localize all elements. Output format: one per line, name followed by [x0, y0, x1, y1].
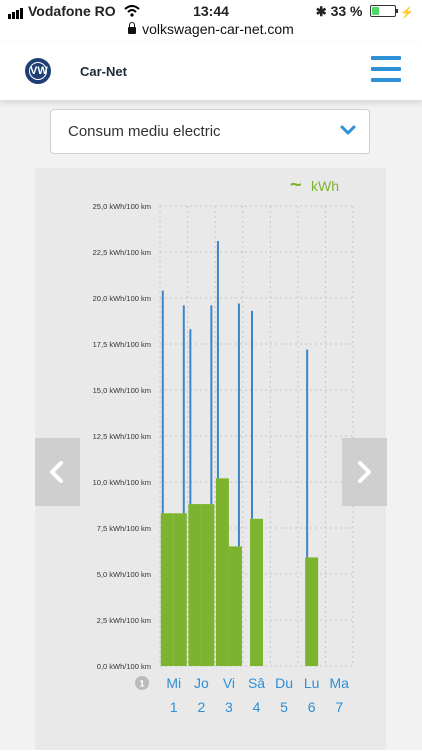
- day-date-label[interactable]: 7: [335, 699, 343, 715]
- y-tick-label: 5,0 kWh/100 km: [97, 570, 151, 579]
- lock-icon: [128, 22, 137, 34]
- day-name-label[interactable]: Du: [275, 675, 293, 691]
- day-name-label[interactable]: Vi: [223, 675, 235, 691]
- y-tick-label: 2,5 kWh/100 km: [97, 616, 151, 625]
- day-name-label[interactable]: Jo: [194, 675, 209, 691]
- y-tick-label: 15,0 kWh/100 km: [93, 386, 151, 395]
- previous-week-button[interactable]: [35, 438, 80, 506]
- consumption-bar[interactable]: [305, 557, 319, 666]
- carrier: Vodafone RO: [8, 3, 140, 19]
- chart-panel: 0,0 kWh/100 km 2,5 kWh/100 km 5,0 kWh/100 …: [35, 168, 386, 750]
- y-tick-label: 12,5 kWh/100 km: [93, 432, 151, 441]
- chevron-left-icon: [50, 461, 63, 483]
- consumption-bar[interactable]: [173, 513, 187, 666]
- day-date-label[interactable]: 1: [170, 699, 178, 715]
- carrier-name: Vodafone RO: [28, 3, 116, 19]
- chevron-right-icon: [358, 461, 371, 483]
- y-tick-label: 22,5 kWh/100 km: [93, 248, 151, 257]
- next-week-button[interactable]: [342, 438, 387, 506]
- y-tick-label: 10,0 kWh/100 km: [93, 478, 151, 487]
- consumption-bar[interactable]: [250, 518, 263, 666]
- day-date-label[interactable]: 4: [253, 699, 261, 715]
- metric-select-value: Consum mediu electric: [68, 123, 221, 140]
- vw-logo-text: VW: [29, 62, 48, 80]
- metric-select[interactable]: Consum mediu electric: [50, 109, 370, 154]
- day-name-label[interactable]: Lu: [304, 675, 320, 691]
- info-icon-label: 1: [139, 679, 144, 689]
- day-date-label[interactable]: 3: [225, 699, 233, 715]
- y-tick-label: 20,0 kWh/100 km: [93, 294, 151, 303]
- bluetooth-icon: ✱: [315, 4, 327, 19]
- wifi-icon: [123, 5, 140, 17]
- status-bar: Vodafone RO 13:44 ✱ 33 % ⚡: [0, 0, 422, 20]
- consumption-bar[interactable]: [228, 546, 242, 666]
- consumption-bar[interactable]: [188, 504, 202, 666]
- app-header: VW Car-Net: [0, 42, 422, 100]
- day-date-label[interactable]: 5: [280, 699, 288, 715]
- y-tick-label: 17,5 kWh/100 km: [93, 340, 151, 349]
- address-bar[interactable]: volkswagen-car-net.com: [0, 21, 422, 37]
- day-name-label[interactable]: Ma: [329, 675, 349, 691]
- legend-label: kWh: [311, 178, 339, 194]
- signal-icon: [8, 3, 24, 19]
- info-icon[interactable]: [135, 676, 149, 690]
- consumption-bar[interactable]: [215, 478, 229, 666]
- day-date-label[interactable]: 6: [308, 699, 316, 715]
- day-date-label[interactable]: 2: [197, 699, 205, 715]
- consumption-chart: 0,0 kWh/100 km 2,5 kWh/100 km 5,0 kWh/100 …: [93, 174, 354, 715]
- status-right: ✱ 33 % ⚡: [316, 3, 414, 20]
- brand-title: Car-Net: [80, 64, 127, 79]
- day-name-label[interactable]: Sâ: [248, 675, 265, 691]
- y-tick-label: 7,5 kWh/100 km: [97, 524, 151, 533]
- charging-icon: ⚡: [400, 7, 414, 19]
- url-text: volkswagen-car-net.com: [142, 21, 294, 37]
- hamburger-menu-icon[interactable]: [371, 56, 401, 82]
- battery-percent: 33 %: [330, 3, 363, 19]
- main-content: Consum mediu electric 0,0 kWh/100 km 2,5 …: [0, 100, 422, 750]
- battery-icon: [370, 5, 399, 17]
- legend-symbol: ~: [290, 174, 302, 196]
- y-tick-label: 0,0 kWh/100 km: [97, 662, 151, 671]
- consumption-bar[interactable]: [160, 513, 174, 666]
- chevron-down-icon: [340, 125, 356, 135]
- y-tick-label: 25,0 kWh/100 km: [93, 202, 151, 211]
- clock: 13:44: [193, 3, 229, 19]
- day-name-label[interactable]: Mi: [166, 675, 181, 691]
- vw-logo[interactable]: VW: [25, 58, 51, 84]
- consumption-bar[interactable]: [201, 504, 215, 666]
